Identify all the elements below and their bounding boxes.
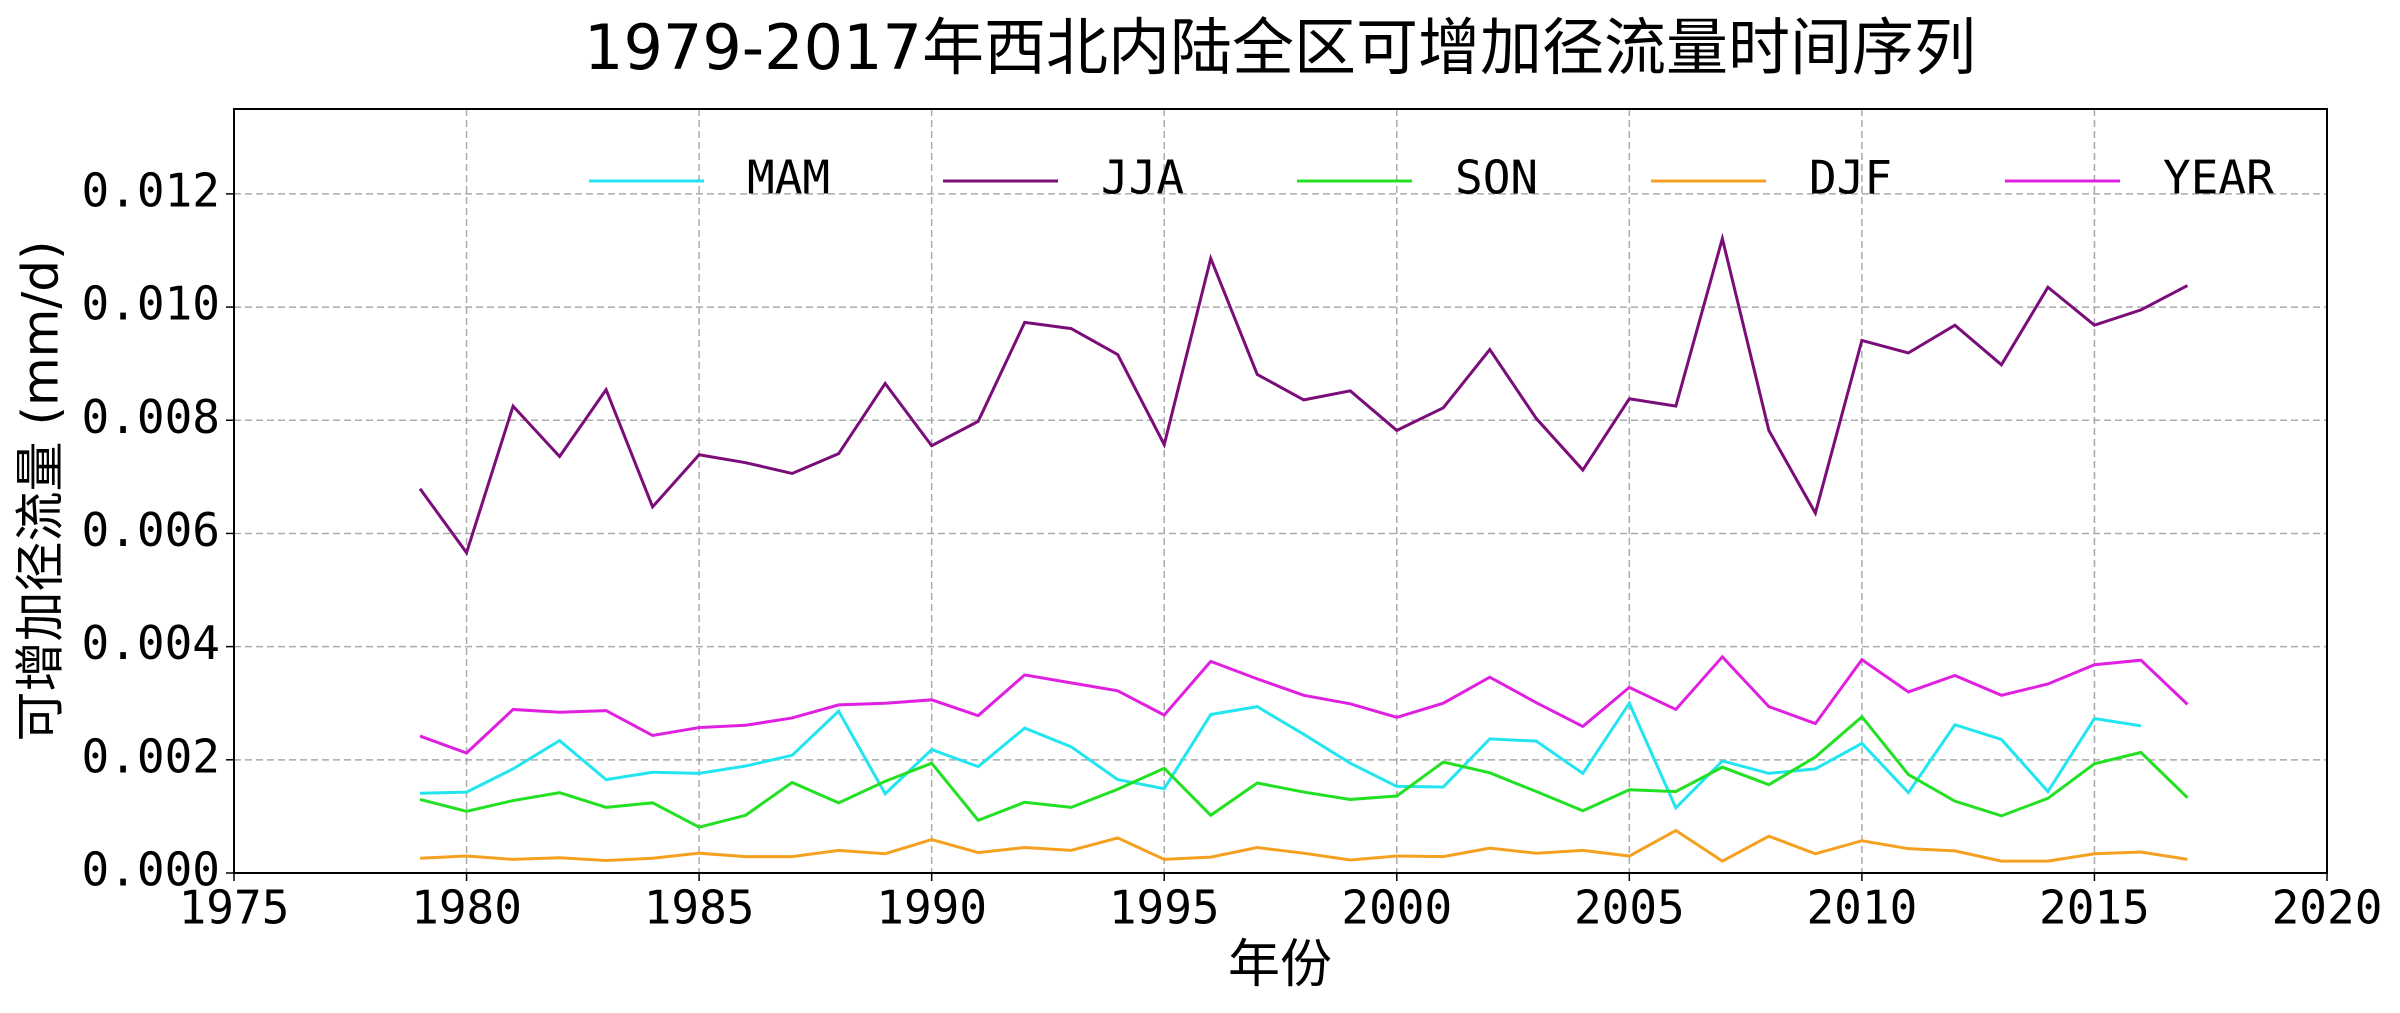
x-tick-label: 1995 bbox=[1109, 881, 1220, 935]
legend-label: SON bbox=[1455, 151, 1538, 205]
x-tick-label: 1980 bbox=[411, 881, 522, 935]
y-tick-label: 0.000 bbox=[82, 843, 220, 897]
series-line bbox=[419, 828, 2188, 863]
legend-label: JJA bbox=[1101, 151, 1184, 205]
x-tick-label: 2020 bbox=[2272, 881, 2383, 935]
series-line bbox=[419, 654, 2189, 755]
y-tick-label: 0.004 bbox=[82, 616, 220, 670]
series-line bbox=[418, 232, 2189, 556]
x-tick-label: 1990 bbox=[876, 881, 987, 935]
x-tick-label: 2015 bbox=[2039, 881, 2150, 935]
x-tick-label: 2010 bbox=[1806, 881, 1917, 935]
y-tick-label: 0.010 bbox=[82, 277, 220, 331]
y-tick-label: 0.002 bbox=[82, 729, 220, 783]
legend-label: DJF bbox=[1809, 151, 1892, 205]
plot-frame bbox=[233, 108, 2328, 874]
x-tick-label: 1975 bbox=[179, 881, 290, 935]
x-tick-label: 2000 bbox=[1341, 881, 1452, 935]
y-tick-label: 0.006 bbox=[82, 503, 220, 557]
x-tick-label: 1985 bbox=[644, 881, 755, 935]
legend-label: MAM bbox=[747, 151, 830, 205]
x-tick-label: 2005 bbox=[1574, 881, 1685, 935]
x-axis-label: 年份 bbox=[1228, 935, 1332, 995]
series-line bbox=[420, 700, 2142, 811]
legend-label: YEAR bbox=[2163, 151, 2274, 205]
y-axis-label: 可增加径流量 (mm/d) bbox=[12, 241, 70, 742]
y-tick-label: 0.012 bbox=[82, 163, 220, 217]
series-line bbox=[419, 714, 2189, 829]
y-tick-label: 0.008 bbox=[82, 390, 220, 444]
chart-title: 1979-2017年西北内陆全区可增加径流量时间序列 bbox=[584, 11, 1976, 84]
